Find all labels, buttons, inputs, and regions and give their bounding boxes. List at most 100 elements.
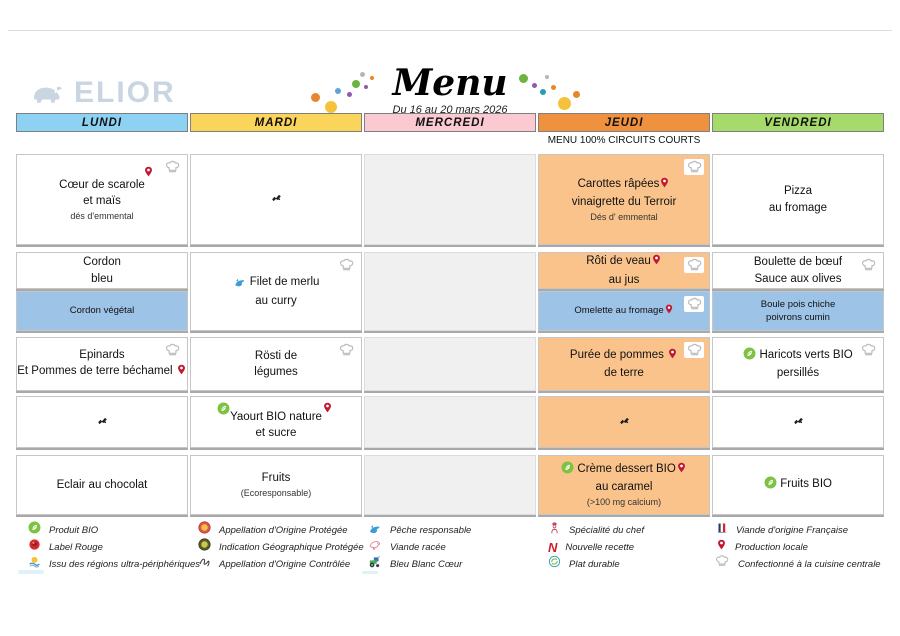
cell-jeudi-fromage — [538, 396, 710, 448]
chef-hat-icon — [162, 342, 182, 358]
legend-label: Viande racée — [390, 541, 446, 553]
legend-label: Confectionné à la cuisine centrale — [738, 558, 881, 570]
page-title: Menu — [392, 62, 508, 104]
cell-mardi-fromage: Yaourt BIO nature et sucre — [190, 396, 362, 448]
dish-text: Cordon — [83, 256, 121, 269]
cell-lundi-legume: Epinards Et Pommes de terre béchamel — [16, 337, 188, 391]
circuits-courts-note: MENU 100% CIRCUITS COURTS — [547, 135, 701, 146]
dish-text: Rôti de veau — [586, 255, 651, 268]
legend-item: N Nouvelle recette — [548, 540, 634, 554]
dish-text: Boulette de bœuf — [753, 256, 843, 269]
dish-mark-icon — [96, 414, 109, 430]
cell-mardi-legume: Rösti de légumes — [190, 337, 362, 391]
dish-text: Boule pois chiche — [760, 298, 836, 310]
dish-text: de terre — [604, 367, 644, 379]
dish-text: Pizza — [783, 185, 813, 198]
cell-vendredi-plat: Boulette de bœuf Sauce aux olives — [712, 252, 884, 289]
legend-item: Viande d'origine Française — [716, 523, 848, 537]
dish-note: (Ecoresponsable) — [240, 488, 312, 499]
label-rouge-icon — [28, 538, 41, 556]
dish-text: persillés — [776, 367, 820, 379]
dish-mark-icon — [618, 414, 631, 430]
aop-icon — [198, 521, 211, 539]
pin-icon — [143, 165, 154, 183]
day-header-mercredi[interactable]: MERCREDI — [364, 113, 536, 132]
dish-text: Rösti de — [254, 349, 298, 362]
legend-label: Label Rouge — [49, 541, 103, 553]
cell-mardi-dessert: Fruits (Ecoresponsable) — [190, 455, 362, 515]
legend-label: Production locale — [735, 541, 808, 553]
new-recipe-icon: N — [548, 539, 558, 555]
pin-icon — [651, 253, 662, 271]
cell-jeudi-plat-vegetarien: Omelette au fromage — [538, 291, 710, 331]
cow-icon — [368, 538, 382, 556]
cell-lundi-plat-vegetarien: Cordon végétal — [16, 291, 188, 331]
dish-text: et sucre — [255, 426, 297, 439]
pin-icon — [322, 401, 333, 419]
cell-jeudi-dessert: Crème dessert BIO au caramel (>100 mg ca… — [538, 455, 710, 515]
legend-item: Bleu Blanc Cœur — [368, 555, 462, 571]
legend-label: Viande d'origine Française — [736, 524, 849, 536]
legend-item: Spécialité du chef — [548, 521, 644, 540]
day-label: MARDI — [254, 116, 298, 129]
legend-label: Appellation d'Origine Protégée — [219, 524, 348, 536]
dish-note: Dés d' emmental — [590, 211, 658, 222]
legend-item: Appellation d'Origine Contrôlée — [198, 557, 350, 571]
dish-text: Yaourt BIO nature — [230, 410, 322, 423]
day-header-jeudi[interactable]: JEUDI — [538, 113, 710, 132]
dish-text: Cœur de scarole — [59, 178, 145, 191]
day-label: MERCREDI — [415, 116, 485, 129]
chef-hat-icon — [858, 257, 878, 273]
dish-text: au caramel — [595, 481, 653, 494]
dish-text: Cordon végétal — [69, 305, 135, 317]
legend-label: Appellation d'Origine Contrôlée — [219, 558, 351, 570]
page-top-border — [8, 30, 892, 31]
cell-lundi-fromage — [16, 396, 188, 448]
legend-item: Issu des régions ultra-périphériques — [28, 556, 200, 571]
legend-item: Indication Géographique Protégée — [198, 538, 364, 554]
dish-text: au fromage — [768, 201, 828, 214]
pin-icon — [676, 461, 687, 479]
chef-hat-icon — [162, 159, 182, 175]
elior-logo: ELIOR — [28, 76, 176, 110]
responsible-fishing-icon — [368, 521, 382, 539]
chef-hat-icon — [684, 296, 704, 312]
dish-text: Filet de merlu — [249, 276, 320, 289]
dish-text: Fruits — [261, 472, 291, 485]
dish-text: Carottes râpées — [577, 177, 660, 190]
day-label: LUNDI — [81, 116, 123, 129]
chef-hat-icon — [336, 342, 356, 358]
faint-mark — [18, 570, 44, 574]
day-header-lundi[interactable]: LUNDI — [16, 113, 188, 132]
chef-hat-icon — [684, 159, 704, 175]
responsible-fishing-icon — [233, 276, 247, 292]
legend-item: Viande racée — [368, 540, 446, 554]
dish-note: (>100 mg calcium) — [586, 497, 662, 508]
dish-text: poivrons cumin — [766, 312, 830, 323]
cell-mardi-plat: Filet de merlu au curry — [190, 252, 362, 331]
dish-note: dés d'emmental — [70, 210, 134, 221]
legend-item: Plat durable — [548, 555, 620, 573]
faint-mark — [362, 571, 378, 574]
bio-icon — [764, 476, 777, 494]
bison-icon — [34, 86, 62, 103]
day-label: JEUDI — [604, 116, 644, 129]
dish-text: Epinards — [79, 348, 125, 361]
sustainable-dish-icon — [548, 555, 561, 573]
chef-hat-icon — [714, 555, 730, 573]
aoc-icon — [198, 555, 211, 573]
pin-icon — [176, 363, 187, 381]
cell-mercredi-entree — [364, 154, 536, 245]
day-header-vendredi[interactable]: VENDREDI — [712, 113, 884, 132]
cell-mercredi-plat — [364, 252, 536, 331]
chef-hat-icon — [858, 342, 878, 358]
dish-text: Omelette au fromage — [574, 304, 664, 316]
chef-figure-icon — [548, 521, 561, 540]
cell-vendredi-legume: Haricots verts BIO persillés — [712, 337, 884, 391]
chef-hat-icon — [684, 342, 704, 358]
legend-item: Pêche responsable — [368, 523, 471, 537]
dish-text: au jus — [608, 273, 640, 286]
day-header-mardi[interactable]: MARDI — [190, 113, 362, 132]
legend-label: Spécialité du chef — [569, 524, 644, 536]
